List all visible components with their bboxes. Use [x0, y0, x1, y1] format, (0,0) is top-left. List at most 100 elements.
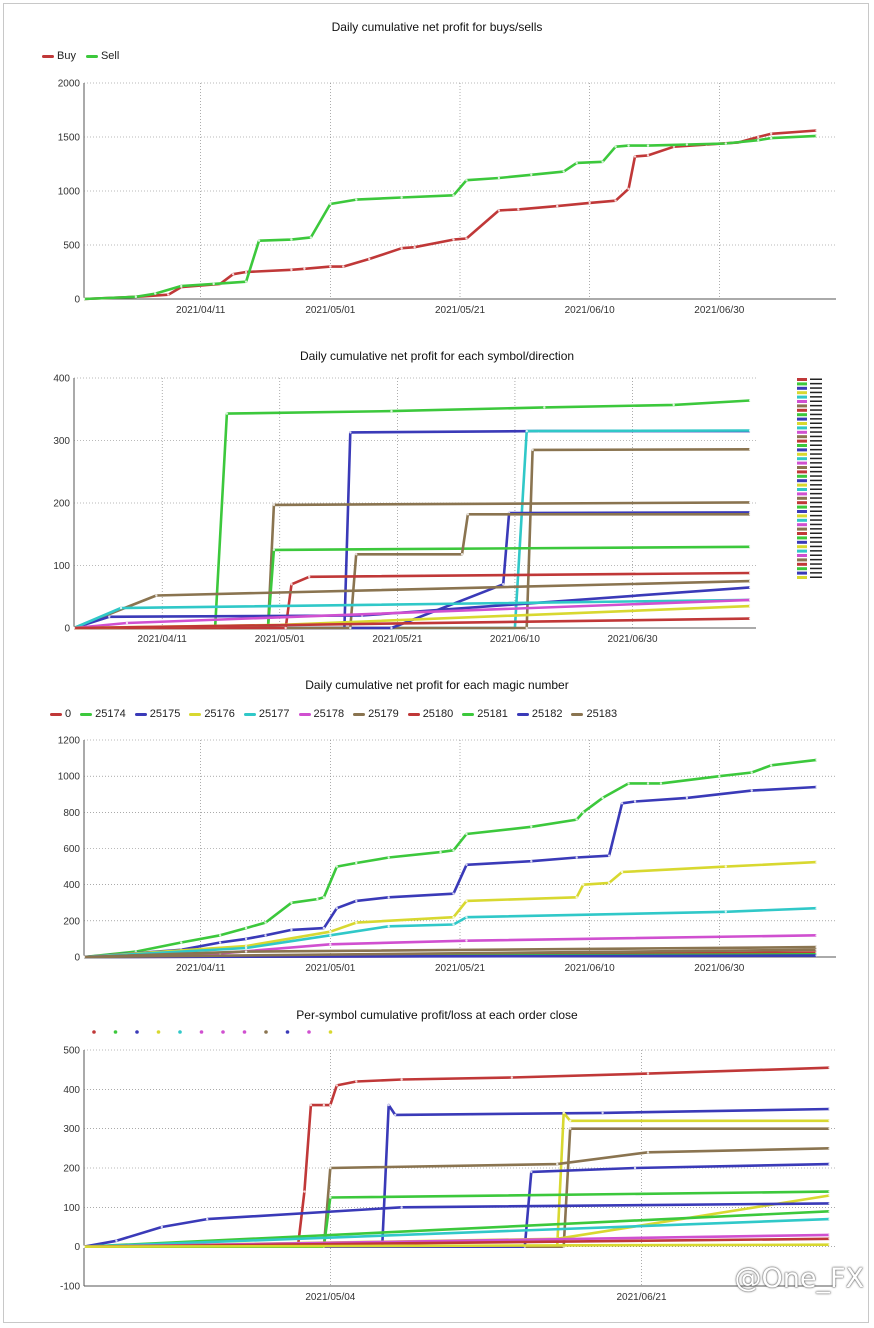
data-point [575, 896, 578, 899]
data-point [225, 412, 229, 415]
x-tick-label: 2021/06/30 [694, 963, 744, 974]
data-point [244, 946, 248, 950]
legend-entry-mark [810, 391, 822, 394]
data-point [264, 934, 267, 937]
data-point [329, 1103, 332, 1107]
y-tick-label: 300 [63, 1124, 80, 1135]
legend-swatch [797, 386, 807, 390]
data-point [828, 1202, 831, 1205]
data-point [303, 1190, 306, 1193]
legend-swatch [797, 571, 807, 575]
chart-buys-sells: Daily cumulative net profit for buys/sel… [0, 0, 874, 330]
data-point [627, 144, 630, 147]
series-line-8 [74, 512, 751, 630]
legend-entry-mark [810, 396, 822, 398]
data-point [748, 604, 752, 608]
legend-swatch [134, 712, 147, 716]
data-point [212, 282, 215, 286]
data-point [218, 941, 222, 944]
legend-label: 25176 [204, 708, 235, 720]
data-point [748, 586, 752, 589]
legend-swatch [797, 536, 807, 540]
legend-entry-mark [810, 387, 822, 389]
x-tick-label: 2021/05/01 [255, 634, 305, 645]
legend-swatch [298, 712, 311, 716]
tick-labels: 0 200 400 600 800 1000 1200 2021/04/11 2021/05/0… [58, 736, 745, 975]
data-point [614, 199, 617, 202]
legend-swatch [797, 439, 807, 443]
series-line-25183 [83, 948, 817, 959]
data-point [530, 859, 533, 863]
data-point [497, 176, 501, 180]
data-point [815, 785, 818, 789]
legend-entry-mark [810, 475, 822, 477]
chart-legend: Buy Sell [42, 50, 119, 62]
data-point [290, 238, 293, 241]
data-point [466, 513, 470, 516]
series-line-buy [83, 129, 817, 301]
legend-swatch [407, 712, 420, 716]
legend-label: Buy [57, 50, 76, 62]
legend-swatch [797, 452, 807, 456]
data-point [627, 782, 630, 785]
legend-swatch [797, 417, 807, 421]
legend-entry-mark [810, 528, 822, 530]
data-point [497, 209, 501, 212]
chart-title: Daily cumulative net profit for buys/sel… [331, 20, 543, 34]
x-tick-label: 2021/06/30 [694, 305, 744, 316]
legend-swatch [797, 422, 807, 425]
legend-swatch [243, 712, 256, 716]
data-point [828, 1119, 831, 1123]
data-point [82, 1245, 86, 1248]
data-point [601, 160, 604, 164]
data-point [724, 910, 727, 913]
data-point [125, 621, 129, 625]
data-point [72, 626, 76, 630]
legend-dot [178, 1030, 182, 1034]
data-point [452, 194, 455, 197]
legend-swatch [797, 558, 807, 562]
y-tick-label: 100 [63, 1203, 80, 1214]
data-point [501, 583, 505, 586]
data-point [530, 173, 533, 176]
data-point [400, 1078, 403, 1081]
data-point [646, 1072, 650, 1075]
legend-dot [307, 1030, 311, 1034]
legend-entry-mark [810, 554, 822, 556]
legend-entry-mark [810, 444, 822, 446]
legend-swatch [797, 466, 807, 469]
data-point [525, 429, 528, 433]
legend-entry-mark [810, 514, 822, 517]
data-point [387, 925, 390, 928]
data-point [724, 142, 727, 145]
data-point [750, 789, 753, 792]
y-tick-label: 1500 [58, 133, 81, 144]
y-tick-label: 800 [63, 808, 80, 819]
series-line-1 [84, 1066, 830, 1248]
x-tick-label: 2021/06/10 [565, 963, 615, 974]
series-line-sell [83, 134, 817, 301]
data-point [387, 1103, 390, 1107]
data-point [390, 409, 393, 413]
legend-entry-mark [810, 466, 822, 468]
data-point [452, 923, 455, 926]
x-tick-label: 2021/05/04 [305, 1292, 355, 1303]
data-point [646, 154, 650, 157]
legend-entry-mark [810, 431, 822, 433]
data-point [452, 916, 455, 919]
data-point [510, 1076, 514, 1079]
series-line-25174 [83, 758, 817, 959]
data-point [244, 280, 248, 283]
data-point [82, 297, 86, 301]
data-point [180, 941, 183, 944]
legend-dot [92, 1030, 96, 1034]
legend-entry-mark [810, 536, 822, 539]
legend-entry-mark [810, 497, 822, 499]
data-point [400, 247, 403, 250]
legend-swatch [797, 430, 807, 434]
x-tick-label: 2021/05/01 [305, 305, 355, 316]
legend-item-sell: Sell [85, 50, 119, 62]
data-point [413, 245, 416, 249]
x-tick-label: 2021/06/30 [608, 634, 658, 645]
